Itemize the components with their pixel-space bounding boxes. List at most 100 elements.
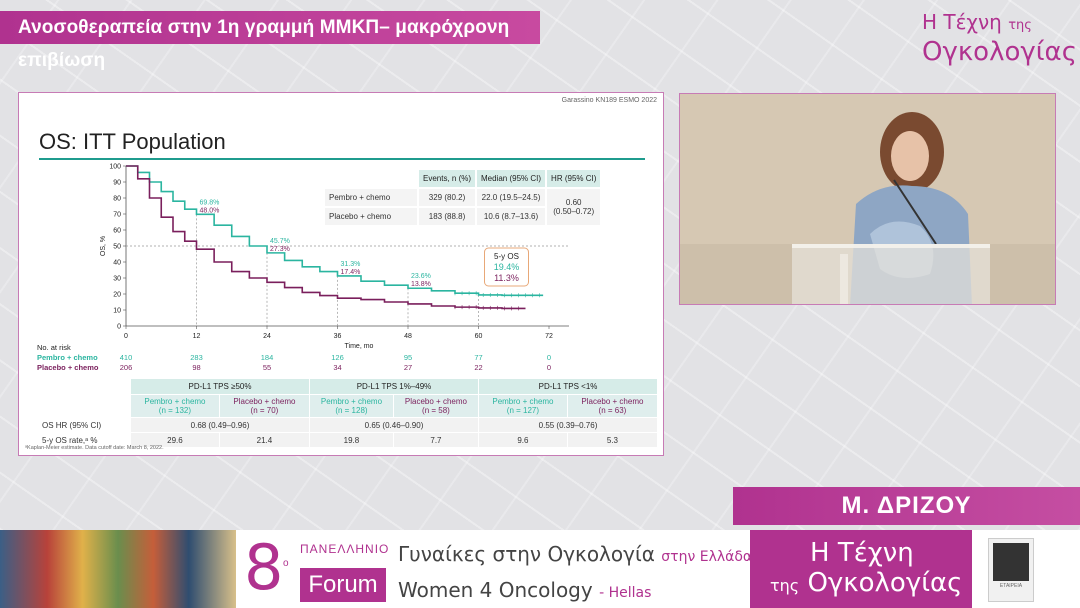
y-tick-label: 40 xyxy=(113,260,121,267)
title-divider xyxy=(39,158,645,160)
placebo-survival-curve xyxy=(126,165,526,310)
hr-header: HR (95% CI) xyxy=(547,170,601,187)
event-title-english: Women 4 Oncology - Hellas xyxy=(398,578,652,602)
row-label: Pembro + chemo xyxy=(325,189,417,206)
events-table: Events, n (%) Median (95% CI) HR (95% CI… xyxy=(323,168,602,227)
forum-label: Forum xyxy=(300,568,386,602)
placebo-rate-label: 17.4% xyxy=(341,269,361,276)
hr-value: 0.65 (0.46–0.90) xyxy=(310,418,478,432)
at-risk-count: 184 xyxy=(260,353,274,362)
at-risk-count: 0 xyxy=(546,363,552,372)
hr-cell: 0.60 (0.50–0.72) xyxy=(547,189,601,225)
tps-subheader: Pembro + chemo (n = 127) xyxy=(479,395,567,417)
slide-title: OS: ITT Population xyxy=(39,129,226,154)
at-risk-title: No. at risk xyxy=(37,343,71,352)
tps-subheader: Placebo + chemo (n = 70) xyxy=(219,395,309,417)
artwork-image xyxy=(0,530,236,608)
rate-value: 7.7 xyxy=(393,433,478,447)
at-risk-count: 126 xyxy=(331,353,344,362)
edition-ordinal: ο xyxy=(283,558,289,569)
slide-reference: Garassino KN189 ESMO 2022 xyxy=(561,97,657,104)
tps-group-header: PD-L1 TPS <1% xyxy=(479,379,657,394)
x-tick-label: 48 xyxy=(404,333,412,340)
x-tick-label: 60 xyxy=(475,333,483,340)
at-risk-count: 22 xyxy=(474,363,483,372)
placebo-rate-label: 27.3% xyxy=(270,246,290,253)
placebo-rate-label: 13.8% xyxy=(411,281,431,288)
hr-value: 0.55 (0.39–0.76) xyxy=(479,418,657,432)
pembro-rate-label: 31.3% xyxy=(341,261,361,268)
x-tick-label: 36 xyxy=(334,333,342,340)
tps-subheader: Placebo + chemo (n = 63) xyxy=(567,395,657,417)
y-axis-label: OS, % xyxy=(100,236,107,256)
tps-subheader: Pembro + chemo (n = 128) xyxy=(310,395,393,417)
speaker-video xyxy=(679,93,1056,305)
rate-value: 29.6 xyxy=(131,433,219,447)
speaker-figure xyxy=(680,94,1055,304)
median-cell: 10.6 (8.7–13.6) xyxy=(477,208,546,225)
pembro-rate-label: 45.7% xyxy=(270,238,290,245)
x-tick-label: 72 xyxy=(545,333,553,340)
rate-value: 21.4 xyxy=(219,433,309,447)
y-tick-label: 90 xyxy=(113,180,121,187)
hr-row-label: OS HR (95% CI) xyxy=(40,418,130,432)
tps-group-header: PD-L1 TPS 1%–49% xyxy=(310,379,478,394)
km-survival-chart: 0 10 20 30 40 50 60 70 80 90 100 0 12 24 36 48 60 72 Time,… xyxy=(100,164,569,350)
at-risk-count: 55 xyxy=(262,363,272,372)
footnote: ᵃKaplan-Meier estimate. Data cutoff date… xyxy=(25,445,164,451)
x-tick-label: 0 xyxy=(124,333,128,340)
brand-logo-footer: Η Τέχνη της Ογκολογίας xyxy=(750,530,972,608)
events-header: Events, n (%) xyxy=(419,170,476,187)
pembro-rate-label: 69.8% xyxy=(200,199,220,206)
at-risk-count: 77 xyxy=(474,353,483,362)
events-cell: 183 (88.8) xyxy=(419,208,476,225)
edition-number: 8 xyxy=(244,531,284,604)
brand-logo-top: Η Τέχνη της Ογκολογίας xyxy=(922,10,1077,67)
at-risk-count: 410 xyxy=(119,353,133,362)
footer-banner: 8 ο ΠΑΝΕΛΛΗΝΙΟ Forum Γυναίκες στην Ογκολ… xyxy=(0,530,1080,608)
y-tick-label: 20 xyxy=(113,292,121,299)
x-tick-label: 12 xyxy=(193,333,201,340)
speaker-name-banner: Μ. ΔΡΙΖΟΥ xyxy=(733,487,1080,525)
at-risk-count: 283 xyxy=(190,353,203,362)
y-tick-label: 60 xyxy=(113,228,121,235)
presentation-slide: Garassino KN189 ESMO 2022 OS: ITT Popula… xyxy=(18,92,664,456)
five-year-os-pembro: 19.4% xyxy=(494,262,520,272)
placebo-rate-label: 48.0% xyxy=(200,207,220,214)
y-tick-label: 100 xyxy=(109,164,121,171)
at-risk-count: 0 xyxy=(546,353,552,362)
median-cell: 22.0 (19.5–24.5) xyxy=(477,189,546,206)
y-tick-label: 80 xyxy=(113,196,121,203)
rate-value: 5.3 xyxy=(567,433,657,447)
row-label: Placebo + chemo xyxy=(325,208,417,225)
society-logo: ΕΤΑΙΡΕΙΑ xyxy=(988,538,1034,602)
at-risk-pembro-label: Pembro + chemo xyxy=(37,353,98,362)
pembro-rate-label: 23.6% xyxy=(411,273,431,280)
x-tick-label: 24 xyxy=(263,333,271,340)
median-header: Median (95% CI) xyxy=(477,170,546,187)
tps-subheader: Pembro + chemo (n = 132) xyxy=(131,395,219,417)
y-tick-label: 50 xyxy=(113,244,121,251)
rate-value: 19.8 xyxy=(310,433,393,447)
tps-group-header: PD-L1 TPS ≥50% xyxy=(131,379,309,394)
panhellenic-label: ΠΑΝΕΛΛΗΝΙΟ xyxy=(300,542,390,556)
tps-subheader: Placebo + chemo (n = 58) xyxy=(393,395,478,417)
y-tick-label: 10 xyxy=(113,308,121,315)
y-tick-label: 0 xyxy=(117,324,121,331)
y-tick-label: 70 xyxy=(113,212,121,219)
events-cell: 329 (80.2) xyxy=(419,189,476,206)
rate-value: 9.6 xyxy=(479,433,567,447)
y-tick-label: 30 xyxy=(113,276,121,283)
page-title: Ανοσοθεραπεία στην 1η γραμμή ΜΜΚΠ– μακρό… xyxy=(0,11,540,71)
at-risk-count: 98 xyxy=(192,363,201,372)
at-risk-count: 95 xyxy=(403,353,413,362)
at-risk-count: 206 xyxy=(119,363,133,372)
pembro-survival-curve xyxy=(126,165,544,297)
at-risk-count: 27 xyxy=(403,363,413,372)
at-risk-count: 34 xyxy=(333,363,342,372)
rate-row-label: 5-y OS rate,ᵃ % xyxy=(40,433,130,447)
five-year-os-box xyxy=(484,247,529,287)
x-axis-label: Time, mo xyxy=(345,343,374,350)
pdl1-subgroup-table: PD-L1 TPS ≥50% PD-L1 TPS 1%–49% PD-L1 TP… xyxy=(39,378,658,448)
at-risk-placebo-label: Placebo + chemo xyxy=(37,363,99,372)
